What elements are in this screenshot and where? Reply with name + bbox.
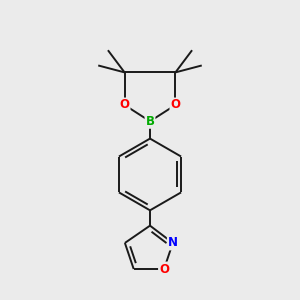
Text: N: N (168, 236, 178, 249)
Text: O: O (120, 98, 130, 112)
Text: O: O (159, 262, 169, 275)
Text: B: B (146, 115, 154, 128)
Text: O: O (170, 98, 180, 112)
